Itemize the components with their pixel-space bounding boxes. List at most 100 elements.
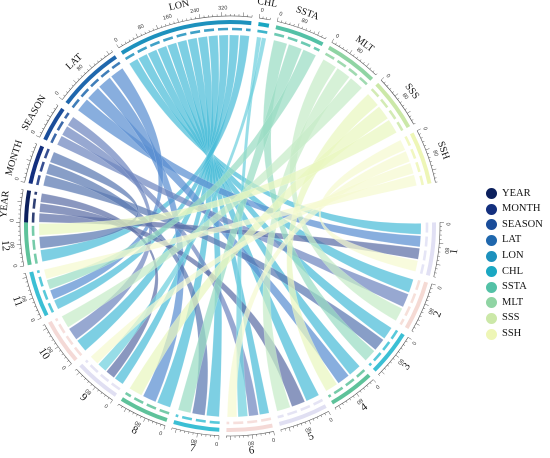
- tick-mark: [432, 168, 437, 171]
- sector-bar: [29, 271, 49, 317]
- tick-axis: [331, 42, 377, 76]
- tick-label: 80: [401, 92, 409, 100]
- tick-mark: [32, 301, 35, 304]
- sector-m6: 0 806: [226, 417, 275, 457]
- tick-axis: [380, 79, 414, 125]
- tick-mark: [71, 84, 74, 87]
- tick-mark: [428, 157, 431, 159]
- legend-swatch: [486, 250, 497, 262]
- tick-label: 80: [304, 425, 312, 433]
- tick-mark: [359, 59, 362, 62]
- tick-label: 0: [260, 8, 264, 14]
- sector-label: SSH: [435, 140, 451, 161]
- tick-mark: [413, 123, 416, 125]
- tick-mark: [34, 142, 37, 145]
- tick-mark: [58, 97, 63, 100]
- tick-mark: [308, 420, 311, 425]
- tick-mark: [37, 317, 42, 321]
- tick-mark: [383, 81, 386, 84]
- tick-mark: [128, 410, 131, 413]
- tick-mark: [124, 41, 127, 44]
- tick-mark: [61, 353, 64, 356]
- tick-mark: [53, 108, 56, 110]
- tick-label: 0: [30, 317, 37, 322]
- tick-mark: [121, 43, 123, 46]
- sector-label: MONTH: [4, 139, 26, 177]
- sector-bar: [79, 363, 118, 397]
- tick-mark: [373, 379, 377, 383]
- sector-bar: [426, 222, 437, 276]
- legend-swatch: [486, 266, 497, 278]
- tick-mark: [296, 424, 299, 427]
- sector-m8: 0 808: [117, 391, 170, 437]
- tick-mark: [33, 147, 36, 149]
- tick-mark: [41, 127, 44, 130]
- sector-bar: [48, 320, 78, 362]
- tick-mark: [349, 398, 351, 401]
- tick-mark: [386, 84, 389, 87]
- legend-label: CHL: [502, 265, 523, 277]
- tick-mark: [407, 110, 411, 114]
- legend-item: SSS: [486, 311, 548, 327]
- tick-mark: [104, 55, 106, 58]
- tick-mark: [77, 78, 80, 80]
- tick-mark: [97, 60, 99, 63]
- tick-mark: [20, 181, 25, 183]
- sector-label: CHL: [257, 0, 279, 10]
- tick-label: 80: [431, 149, 439, 157]
- tick-mark: [429, 161, 432, 163]
- tick-mark: [387, 364, 390, 367]
- tick-mark: [403, 344, 406, 346]
- tick-mark: [328, 411, 331, 416]
- legend-swatch: [486, 235, 497, 247]
- tick-mark: [152, 421, 154, 424]
- tick-mark: [392, 91, 395, 93]
- tick-label: 0: [13, 264, 19, 268]
- tick-mark: [89, 64, 93, 68]
- sector-bar: [331, 373, 371, 405]
- tick-axis: [334, 379, 374, 409]
- sector-bar: [120, 20, 252, 55]
- tick-mark: [425, 148, 430, 151]
- sector-bar: [278, 404, 327, 426]
- tick-mark: [402, 104, 405, 107]
- tick-mark: [128, 39, 131, 42]
- tick-mark: [26, 285, 29, 287]
- tick-mark: [342, 46, 345, 49]
- tick-label: 80: [21, 295, 29, 303]
- tick-mark: [33, 305, 37, 308]
- tick-mark: [39, 132, 42, 134]
- sector-m7: 0 807: [171, 414, 220, 455]
- sector-bar: [327, 45, 374, 81]
- sector-track: [36, 148, 50, 186]
- tick-mark: [35, 135, 40, 138]
- tick-label: 0: [54, 91, 61, 97]
- tick-mark: [416, 128, 421, 131]
- sector-track: [54, 317, 83, 357]
- tick-mark: [148, 419, 150, 422]
- tick-mark: [42, 324, 45, 326]
- sector-bar: [28, 145, 45, 184]
- tick-mark: [84, 378, 86, 381]
- tick-mark: [419, 315, 422, 317]
- tick-mark: [313, 31, 315, 34]
- tick-label: 80: [47, 345, 55, 353]
- tick-mark: [422, 141, 425, 143]
- links-layer: [38, 34, 422, 418]
- legend-label: MLT: [502, 296, 524, 308]
- tick-mark: [397, 97, 400, 100]
- tick-mark: [418, 133, 421, 135]
- tick-label: 320: [218, 5, 227, 11]
- tick-mark: [87, 381, 89, 384]
- tick-mark: [26, 159, 31, 161]
- tick-mark: [317, 31, 320, 36]
- tick-label: 0: [30, 130, 37, 135]
- sector-track: [36, 270, 55, 313]
- tick-mark: [316, 416, 319, 420]
- tick-mark: [144, 31, 146, 34]
- tick-mark: [417, 319, 420, 321]
- tick-mark: [104, 394, 106, 397]
